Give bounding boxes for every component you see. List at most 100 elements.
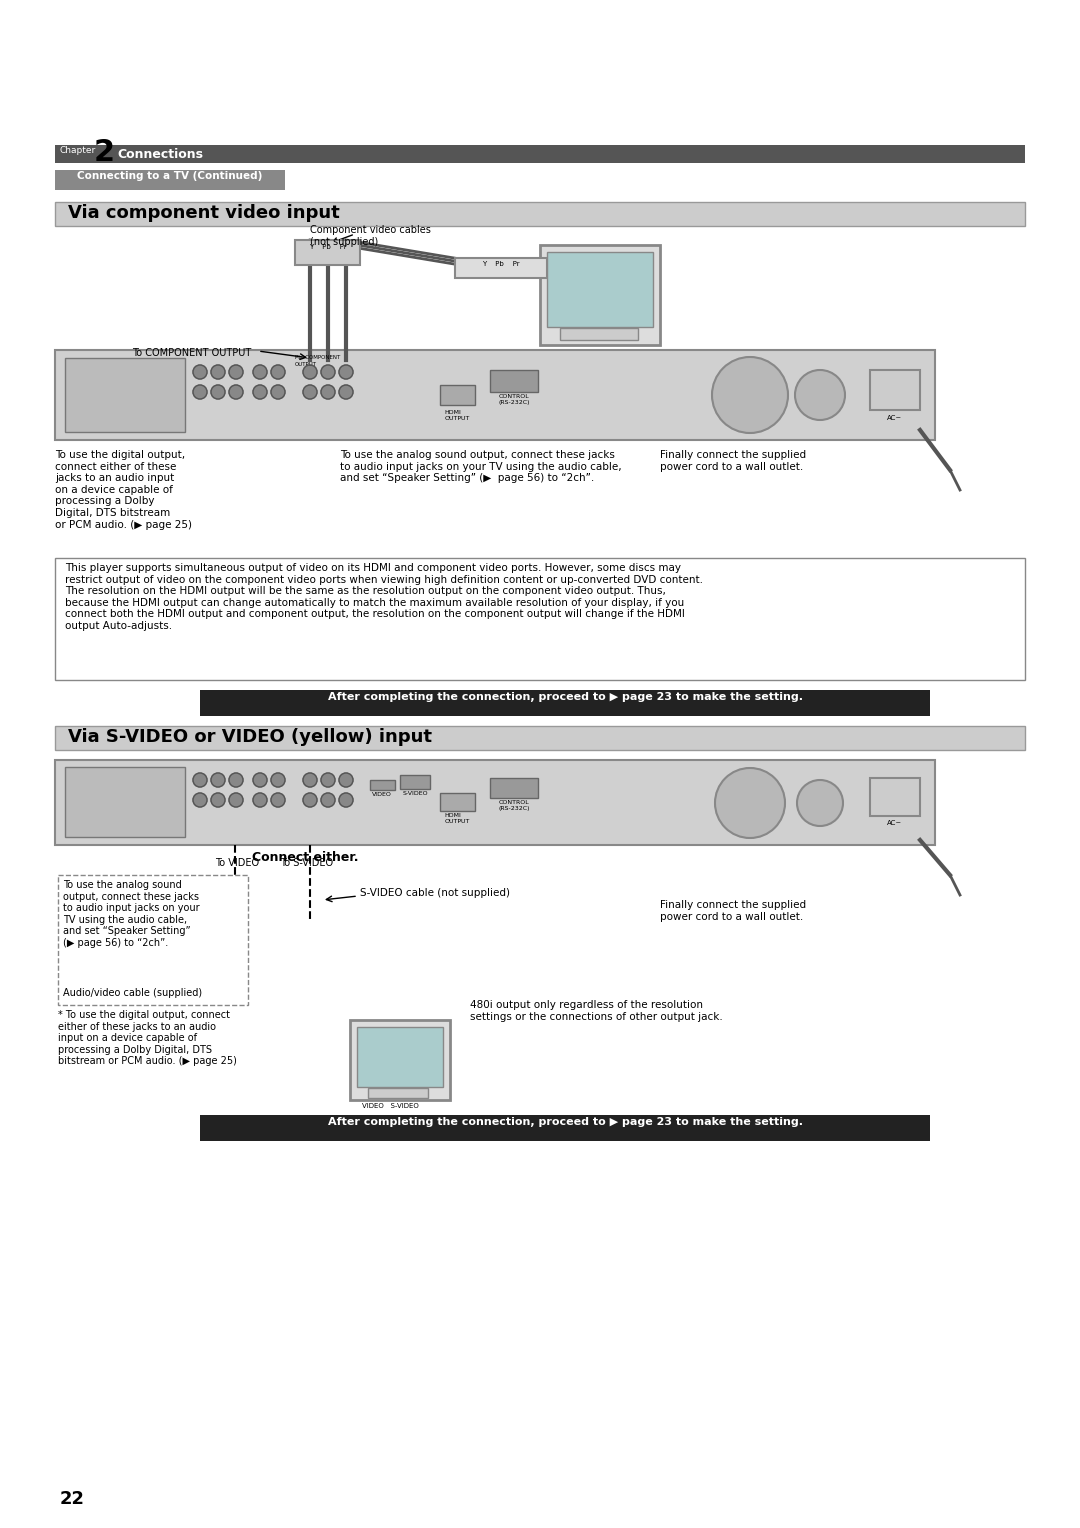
FancyBboxPatch shape	[65, 358, 185, 432]
Text: Via S-VIDEO or VIDEO (yellow) input: Via S-VIDEO or VIDEO (yellow) input	[68, 727, 432, 746]
FancyBboxPatch shape	[200, 691, 930, 717]
Text: Connections: Connections	[117, 148, 203, 160]
FancyBboxPatch shape	[55, 759, 935, 845]
Text: AC~: AC~	[888, 821, 903, 827]
Text: S-VIDEO cable (not supplied): S-VIDEO cable (not supplied)	[360, 888, 510, 898]
FancyBboxPatch shape	[540, 244, 660, 345]
Circle shape	[253, 773, 267, 787]
Circle shape	[229, 793, 243, 807]
Text: To S-VIDEO: To S-VIDEO	[280, 859, 333, 868]
Text: Chapter: Chapter	[60, 147, 96, 154]
Circle shape	[712, 358, 788, 432]
FancyBboxPatch shape	[455, 258, 546, 278]
FancyBboxPatch shape	[546, 252, 653, 327]
Circle shape	[193, 773, 207, 787]
Text: S-VIDEO: S-VIDEO	[402, 792, 428, 796]
Text: Finally connect the supplied
power cord to a wall outlet.: Finally connect the supplied power cord …	[660, 451, 806, 472]
Text: To VIDEO: To VIDEO	[215, 859, 259, 868]
Text: Y    Pb    Pr: Y Pb Pr	[309, 244, 347, 251]
FancyBboxPatch shape	[55, 350, 935, 440]
Circle shape	[193, 793, 207, 807]
Text: To use the analog sound
output, connect these jacks
to audio input jacks on your: To use the analog sound output, connect …	[63, 880, 200, 947]
FancyBboxPatch shape	[490, 370, 538, 393]
FancyBboxPatch shape	[55, 170, 285, 189]
Circle shape	[321, 773, 335, 787]
Text: CONTROL
(RS-232C): CONTROL (RS-232C)	[498, 394, 530, 405]
Text: To use the digital output,
connect either of these
jacks to an audio input
on a : To use the digital output, connect eithe…	[55, 451, 192, 530]
Circle shape	[211, 773, 225, 787]
Circle shape	[303, 793, 318, 807]
FancyBboxPatch shape	[55, 202, 1025, 226]
Circle shape	[253, 365, 267, 379]
Text: CONTROL
(RS-232C): CONTROL (RS-232C)	[498, 801, 530, 811]
FancyBboxPatch shape	[440, 793, 475, 811]
Text: Audio/video cable (supplied): Audio/video cable (supplied)	[63, 989, 202, 998]
FancyBboxPatch shape	[295, 240, 360, 264]
Text: * To use the digital output, connect
either of these jacks to an audio
input on : * To use the digital output, connect eit…	[58, 1010, 237, 1067]
Circle shape	[253, 385, 267, 399]
Circle shape	[339, 773, 353, 787]
Text: Finally connect the supplied
power cord to a wall outlet.: Finally connect the supplied power cord …	[660, 900, 806, 921]
FancyBboxPatch shape	[58, 876, 248, 1005]
Text: Connecting to a TV (Continued): Connecting to a TV (Continued)	[78, 171, 262, 180]
Circle shape	[339, 365, 353, 379]
Circle shape	[715, 769, 785, 837]
Circle shape	[271, 793, 285, 807]
Circle shape	[211, 385, 225, 399]
FancyBboxPatch shape	[400, 775, 430, 788]
Text: After completing the connection, proceed to ▶ page 23 to make the setting.: After completing the connection, proceed…	[327, 692, 802, 701]
Circle shape	[795, 370, 845, 420]
Text: Pb  COMPONENT: Pb COMPONENT	[295, 354, 340, 361]
Text: HDMI
OUTPUT: HDMI OUTPUT	[444, 813, 470, 824]
Text: Connect either.: Connect either.	[252, 851, 359, 863]
Circle shape	[271, 773, 285, 787]
Circle shape	[303, 385, 318, 399]
Circle shape	[229, 773, 243, 787]
FancyBboxPatch shape	[55, 726, 1025, 750]
FancyBboxPatch shape	[440, 385, 475, 405]
Text: HDMI
OUTPUT: HDMI OUTPUT	[444, 410, 470, 420]
FancyBboxPatch shape	[561, 329, 638, 341]
Text: OUTPUT: OUTPUT	[295, 362, 318, 367]
Circle shape	[211, 793, 225, 807]
Circle shape	[271, 385, 285, 399]
Text: After completing the connection, proceed to ▶ page 23 to make the setting.: After completing the connection, proceed…	[327, 1117, 802, 1128]
Circle shape	[339, 793, 353, 807]
FancyBboxPatch shape	[370, 779, 395, 790]
Text: Component video cables
(not supplied): Component video cables (not supplied)	[310, 225, 431, 246]
Circle shape	[193, 365, 207, 379]
Circle shape	[271, 365, 285, 379]
FancyBboxPatch shape	[870, 778, 920, 816]
Circle shape	[303, 365, 318, 379]
Circle shape	[339, 385, 353, 399]
Text: 480i output only regardless of the resolution
settings or the connections of oth: 480i output only regardless of the resol…	[470, 999, 723, 1022]
FancyBboxPatch shape	[870, 370, 920, 410]
Text: VIDEO: VIDEO	[373, 792, 392, 798]
Text: To COMPONENT OUTPUT: To COMPONENT OUTPUT	[132, 348, 252, 358]
Circle shape	[321, 385, 335, 399]
Text: AC~: AC~	[888, 416, 903, 422]
Text: 2: 2	[94, 138, 116, 167]
Circle shape	[321, 793, 335, 807]
Circle shape	[193, 385, 207, 399]
Circle shape	[797, 779, 843, 827]
Circle shape	[303, 773, 318, 787]
Text: This player supports simultaneous output of video on its HDMI and component vide: This player supports simultaneous output…	[65, 562, 703, 631]
Text: VIDEO   S-VIDEO: VIDEO S-VIDEO	[362, 1103, 419, 1109]
Polygon shape	[200, 691, 220, 717]
Circle shape	[229, 385, 243, 399]
Polygon shape	[200, 1115, 220, 1141]
FancyBboxPatch shape	[200, 1115, 930, 1141]
Text: 22: 22	[60, 1490, 85, 1508]
FancyBboxPatch shape	[490, 778, 538, 798]
Circle shape	[211, 365, 225, 379]
FancyBboxPatch shape	[55, 558, 1025, 680]
FancyBboxPatch shape	[350, 1021, 450, 1100]
FancyBboxPatch shape	[368, 1088, 428, 1099]
FancyBboxPatch shape	[55, 145, 1025, 163]
Circle shape	[229, 365, 243, 379]
FancyBboxPatch shape	[65, 767, 185, 837]
Text: Y    Pb    Pr: Y Pb Pr	[482, 261, 519, 267]
Circle shape	[253, 793, 267, 807]
Text: To use the analog sound output, connect these jacks
to audio input jacks on your: To use the analog sound output, connect …	[340, 451, 622, 483]
